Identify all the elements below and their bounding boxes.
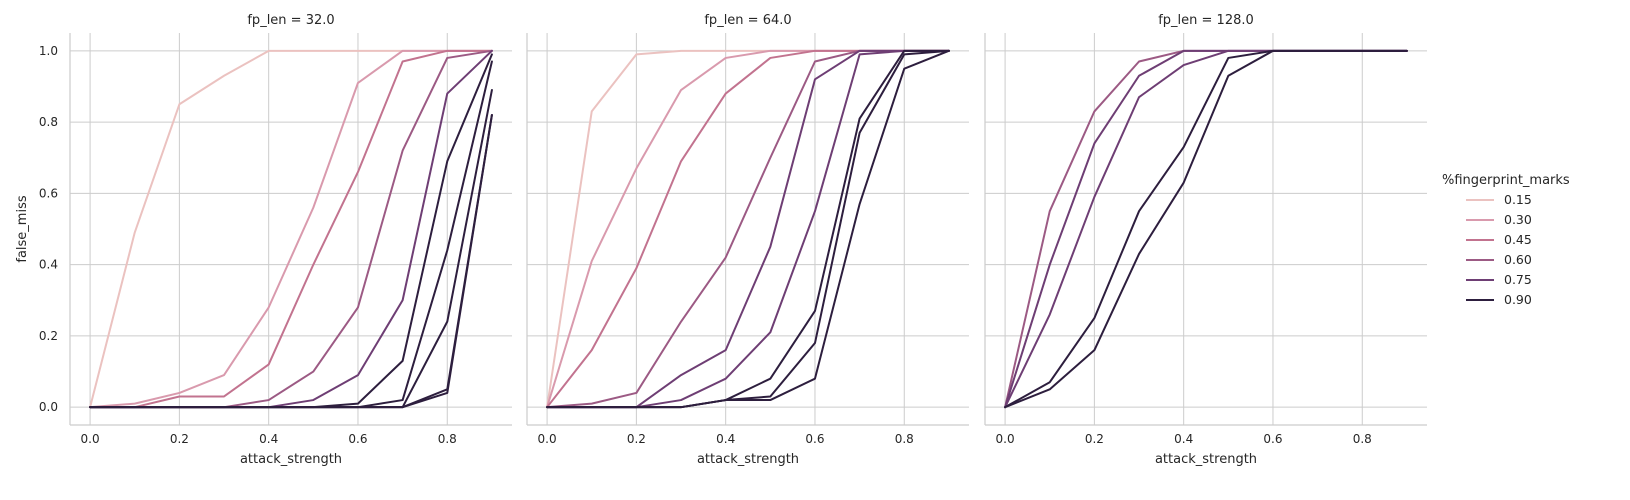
series-line-0-90 (89, 113, 493, 409)
panel-title: fp_len = 128.0 (1158, 13, 1254, 28)
series-line-0-90 (89, 53, 493, 409)
series-line-0-90 (1004, 49, 1408, 409)
x-tick-label: 0.2 (1085, 432, 1104, 446)
x-tick-label: 0.0 (996, 432, 1015, 446)
x-tick-label: 0.4 (1174, 432, 1193, 446)
x-tick-label: 0.8 (1353, 432, 1372, 446)
x-tick-label: 0.2 (170, 432, 189, 446)
x-tick-label: 0.0 (538, 432, 557, 446)
series-line-0-30 (89, 49, 493, 409)
legend-item: 0.15 (1466, 192, 1532, 207)
x-axis-label: attack_strength (240, 452, 342, 467)
legend-label: 0.75 (1504, 272, 1532, 287)
y-tick-label: 1.0 (39, 44, 58, 58)
panel-1: 0.0 0.2 0.4 0.6 0.8 0.0 0.2 0.4 0.6 0.8 1.0 false_m… (15, 13, 512, 467)
y-tick-label: 0.8 (39, 115, 58, 129)
x-axis-label: attack_strength (1155, 452, 1257, 467)
series-line-0-90 (89, 113, 493, 409)
legend-label: 0.90 (1504, 292, 1532, 307)
x-tick-label: 0.0 (81, 432, 100, 446)
series-line-0-30 (546, 49, 950, 409)
x-tick-label: 0.6 (1263, 432, 1282, 446)
y-tick-label: 0.6 (39, 186, 58, 200)
legend-label: 0.30 (1504, 212, 1532, 227)
y-tick-label: 0.4 (39, 258, 58, 272)
y-tick-label: 0.0 (39, 400, 58, 414)
panel-title: fp_len = 64.0 (704, 13, 791, 28)
legend-item: 0.45 (1466, 232, 1532, 247)
panel-2: 0.0 0.2 0.4 0.6 0.8 attack_strength fp_len = 6… (526, 13, 969, 467)
panel-3: 0.0 0.2 0.4 0.6 0.8 attack_strength fp_len = 1… (984, 13, 1427, 467)
legend: %fingerprint_marks 0.15 0.30 0.45 0.60 0.75 0.… (1442, 173, 1570, 307)
y-axis-label: false_miss (15, 195, 30, 262)
x-axis-label: attack_strength (697, 452, 799, 467)
x-tick-label: 0.6 (805, 432, 824, 446)
series-line-0-90 (1004, 49, 1408, 409)
legend-item: 0.90 (1466, 292, 1532, 307)
legend-title: %fingerprint_marks (1442, 173, 1570, 188)
y-tick-label: 0.2 (39, 329, 58, 343)
x-tick-label: 0.2 (627, 432, 646, 446)
legend-item: 0.60 (1466, 252, 1532, 267)
series-line-0-45 (89, 49, 493, 409)
legend-item: 0.30 (1466, 212, 1532, 227)
legend-item: 0.75 (1466, 272, 1532, 287)
x-tick-label: 0.4 (716, 432, 735, 446)
series-line-0-90 (89, 89, 493, 409)
legend-label: 0.60 (1504, 252, 1532, 267)
chart-panels: 0.0 0.2 0.4 0.6 0.8 0.0 0.2 0.4 0.6 0.8 1.0 false_m… (15, 13, 1427, 467)
x-tick-label: 0.8 (895, 432, 914, 446)
legend-label: 0.45 (1504, 232, 1532, 247)
x-tick-label: 0.8 (438, 432, 457, 446)
x-tick-label: 0.4 (259, 432, 278, 446)
x-tick-label: 0.6 (348, 432, 367, 446)
legend-label: 0.15 (1504, 192, 1532, 207)
panel-title: fp_len = 32.0 (247, 13, 334, 28)
series-line-0-90 (546, 49, 950, 409)
